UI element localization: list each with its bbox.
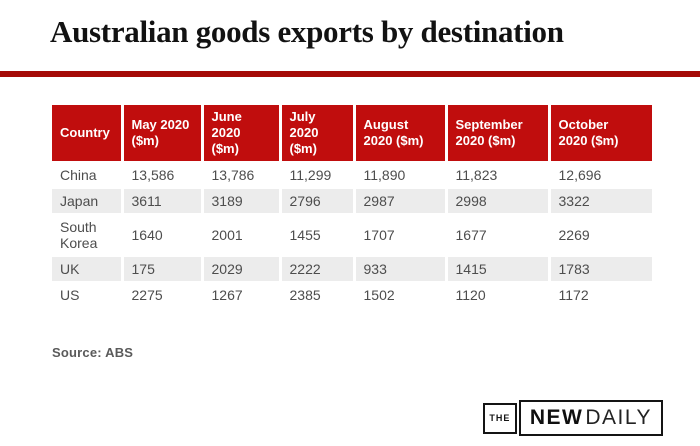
value-cell: 2001 <box>202 214 282 257</box>
value-cell: 1640 <box>122 214 204 257</box>
value-cell: 2222 <box>280 256 356 283</box>
logo-daily-text: DAILY <box>585 406 652 429</box>
column-header-october: October 2020 ($m) <box>549 105 652 163</box>
value-cell: 3189 <box>202 188 282 215</box>
column-header-september: September 2020 ($m) <box>446 105 551 163</box>
column-header-june: June 2020 ($m) <box>202 105 282 163</box>
value-cell: 1267 <box>202 282 282 309</box>
value-cell: 2275 <box>122 282 204 309</box>
logo-new-text: NEW <box>529 406 584 429</box>
country-cell: Japan <box>52 188 124 215</box>
value-cell: 2029 <box>202 256 282 283</box>
value-cell: 1783 <box>549 256 652 283</box>
column-header-july: July 2020 ($m) <box>280 105 356 163</box>
table-row-south-korea: South Korea 1640 2001 1455 1707 1677 226… <box>52 214 652 257</box>
value-cell: 1677 <box>446 214 551 257</box>
header-row: Country May 2020 ($m) June 2020 ($m) July … <box>52 105 652 163</box>
country-cell: South Korea <box>52 214 124 257</box>
column-header-august: August 2020 ($m) <box>354 105 448 163</box>
value-cell: 2796 <box>280 188 356 215</box>
value-cell: 11,823 <box>446 162 551 189</box>
country-cell: US <box>52 282 124 309</box>
logo-the-box: THE <box>482 402 517 434</box>
value-cell: 11,299 <box>280 162 356 189</box>
value-cell: 1707 <box>354 214 448 257</box>
value-cell: 933 <box>354 256 448 283</box>
logo-wordmark: NEW DAILY <box>518 400 663 436</box>
exports-table: Country May 2020 ($m) June 2020 ($m) July … <box>52 105 652 309</box>
table-row-china: China 13,586 13,786 11,299 11,890 11,823… <box>52 162 652 189</box>
table-row-uk: UK 175 2029 2222 933 1415 1783 <box>52 256 652 283</box>
value-cell: 2269 <box>549 214 652 257</box>
value-cell: 13,786 <box>202 162 282 189</box>
value-cell: 13,586 <box>122 162 204 189</box>
value-cell: 3322 <box>549 188 652 215</box>
country-cell: China <box>52 162 124 189</box>
value-cell: 1172 <box>549 282 652 309</box>
value-cell: 2987 <box>354 188 448 215</box>
value-cell: 1502 <box>354 282 448 309</box>
column-header-country: Country <box>52 105 124 163</box>
value-cell: 1415 <box>446 256 551 283</box>
table-row-japan: Japan 3611 3189 2796 2987 2998 3322 <box>52 188 652 215</box>
value-cell: 12,696 <box>549 162 652 189</box>
value-cell: 3611 <box>122 188 204 215</box>
value-cell: 1120 <box>446 282 551 309</box>
table-row-us: US 2275 1267 2385 1502 1120 1172 <box>52 282 652 309</box>
country-cell: UK <box>52 256 124 283</box>
value-cell: 2385 <box>280 282 356 309</box>
column-header-may: May 2020 ($m) <box>122 105 204 163</box>
newdaily-logo: THE NEW DAILY <box>482 400 663 436</box>
value-cell: 11,890 <box>354 162 448 189</box>
page-title: Australian goods exports by destination <box>50 14 564 49</box>
title-rule <box>0 71 700 77</box>
value-cell: 175 <box>122 256 204 283</box>
value-cell: 2998 <box>446 188 551 215</box>
source-note: Source: ABS <box>52 345 134 360</box>
value-cell: 1455 <box>280 214 356 257</box>
